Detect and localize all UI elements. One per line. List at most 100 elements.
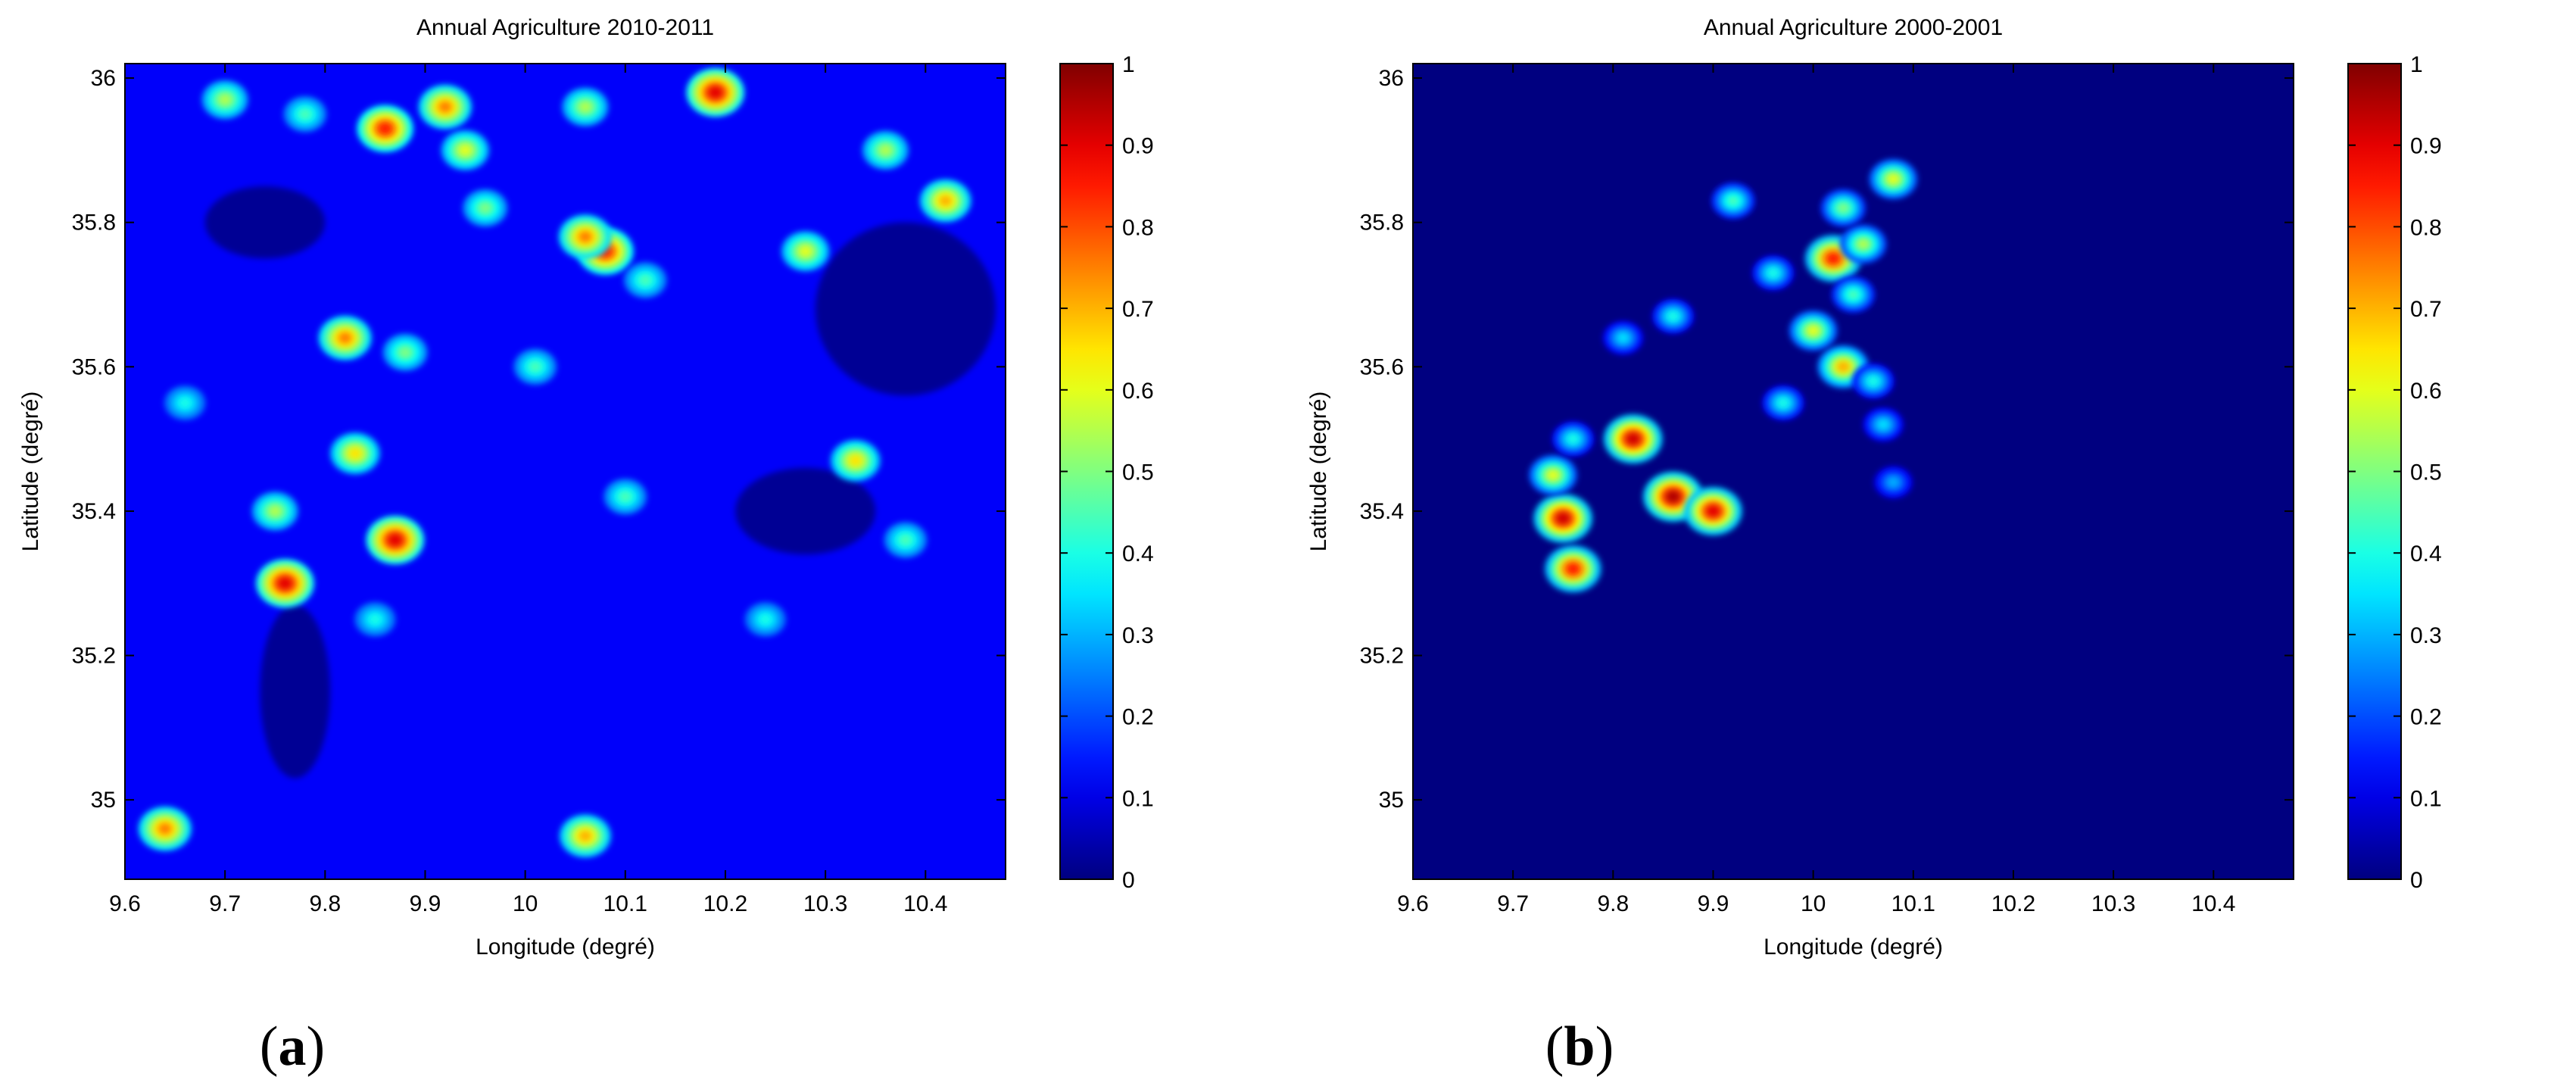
colorbar-tick-label: 0: [1122, 868, 1135, 893]
heatmap-hotspot: [1545, 545, 1601, 593]
x-tick-label: 10.4: [903, 891, 947, 916]
heatmap-hotspot: [686, 68, 745, 117]
heatmap-hotspot: [623, 262, 667, 298]
y-tick-label: 35.8: [72, 211, 116, 236]
x-tick-label: 9.7: [209, 891, 241, 916]
heatmap-hotspot: [463, 189, 508, 227]
panel-label-b: (b): [1545, 1016, 1614, 1078]
colorbar-tick-label: 0.4: [2410, 541, 2442, 566]
colorbar-tick-label: 0.3: [2410, 623, 2442, 648]
colorbar-tick-label: 0.5: [1122, 460, 1154, 485]
heatmap-hotspot: [418, 84, 472, 130]
heatmap-field: [1413, 64, 2294, 879]
x-tick-label: 9.8: [1597, 891, 1629, 916]
heatmap-hotspot: [1529, 454, 1577, 495]
colorbar: 0 0.1 0.2 0.3 0.4 0.5 0.6 0.7 0.8 0.9 1: [2347, 52, 2442, 893]
heatmap-hotspot: [884, 522, 928, 558]
colorbar-tick-label: 0.6: [2410, 379, 2442, 404]
colorbar-tick-label: 0.7: [2410, 297, 2442, 322]
x-tick-label: 9.6: [1397, 891, 1429, 916]
colorbar-gradient: [1060, 64, 1113, 879]
colorbar-tick-label: 0.2: [1122, 705, 1154, 730]
heatmap-hotspot: [1533, 494, 1593, 543]
x-tick-label: 10.1: [1891, 891, 1935, 916]
colorbar: 0 0.1 0.2 0.3 0.4 0.5 0.6 0.7 0.8 0.9 1: [1059, 52, 1154, 893]
heatmap-chart-a: Annual Agriculture 2010-2011 9.6 9.7 9.8 9.9…: [18, 15, 1154, 960]
heatmap-hotspot: [603, 479, 647, 515]
heatmap-hotspot: [562, 87, 609, 126]
colorbar-tick-label: 0.9: [2410, 134, 2442, 159]
heatmap-hotspot: [1603, 321, 1643, 355]
heatmap-hotspot: [1552, 421, 1594, 457]
heatmap-hotspot: [441, 130, 490, 170]
colorbar-tick-label: 1: [2410, 52, 2423, 77]
colorbar-tick-label: 0.8: [2410, 215, 2442, 240]
heatmap-hotspot: [251, 492, 298, 531]
x-tick-label: 10.3: [803, 891, 847, 916]
y-tick-label: 35.4: [1360, 499, 1404, 524]
heatmap-hotspot: [1684, 486, 1742, 535]
y-tick-label: 36: [91, 66, 116, 91]
heatmap-hotspot: [1874, 466, 1913, 498]
plot-frame: [124, 63, 1006, 880]
y-tick-label: 35.4: [72, 499, 116, 524]
heatmap-hotspot: [1762, 385, 1804, 420]
x-tick-label: 10.2: [703, 891, 747, 916]
heatmap-hotspot: [164, 385, 206, 420]
colorbar-tick-label: 0.1: [1122, 786, 1154, 811]
colorbar-tick-label: 0.5: [2410, 460, 2442, 485]
y-tick-label: 35.2: [72, 644, 116, 669]
heatmap-hotspot: [1752, 255, 1795, 291]
heatmap-hotspot: [382, 333, 428, 371]
heatmap-hotspot: [1652, 298, 1695, 334]
heatmap-hotspot: [919, 179, 971, 223]
x-tick-label: 9.7: [1497, 891, 1529, 916]
heatmap-hotspot: [1820, 189, 1866, 227]
plot-frame: [1412, 63, 2294, 880]
y-axis-label: Latitude (degré): [1306, 392, 1331, 552]
heatmap-hotspot: [513, 348, 557, 385]
heatmap-hotspot: [1869, 158, 1918, 200]
heatmap-hotspot: [318, 315, 372, 360]
heatmap-hotspot: [781, 231, 830, 272]
heatmap-hotspot: [1711, 183, 1755, 219]
heatmap-hotspot: [744, 602, 787, 637]
x-axis-label: Longitude (degré): [1764, 935, 1943, 960]
y-tick-label: 35.6: [72, 354, 116, 379]
colorbar-tick-label: 0: [2410, 868, 2423, 893]
colorbar-tick-label: 0.8: [1122, 215, 1154, 240]
heatmap-hotspot: [354, 602, 396, 637]
heatmap-hotspot: [1831, 276, 1876, 313]
heatmap-hotspot: [330, 432, 380, 475]
low-value-zone: [260, 604, 330, 779]
low-value-zone: [204, 186, 326, 259]
y-tick-label: 35.2: [1360, 644, 1404, 669]
x-tick-label: 10: [1801, 891, 1826, 916]
heatmap-chart-b: Annual Agriculture 2000-2001 9.6 9.7 9.8 9.9…: [1306, 15, 2442, 960]
y-tick-label: 35: [91, 788, 116, 813]
low-value-zone: [735, 467, 876, 555]
y-tick-label: 35.8: [1360, 211, 1404, 236]
heatmap-hotspot: [558, 214, 613, 259]
figure-panel-a: Annual Agriculture 2010-2011 9.6 9.7 9.8 9.9…: [18, 15, 1154, 1078]
heatmap-hotspot: [1839, 224, 1887, 264]
heatmap-hotspot: [256, 559, 314, 608]
panel-label-a: (a): [259, 1016, 326, 1078]
heatmap-hotspot: [1852, 364, 1895, 399]
x-tick-label: 10.2: [1991, 891, 2035, 916]
heatmap-hotspot: [357, 105, 413, 152]
colorbar-tick-label: 0.7: [1122, 297, 1154, 322]
y-tick-label: 35: [1379, 788, 1404, 813]
x-tick-label: 9.6: [109, 891, 141, 916]
heatmap-hotspot: [559, 814, 611, 858]
chart-title: Annual Agriculture 2010-2011: [416, 15, 714, 40]
colorbar-tick-label: 1: [1122, 52, 1135, 77]
heatmap-hotspot: [1863, 407, 1904, 442]
colorbar-tick-label: 0.3: [1122, 623, 1154, 648]
figure-panel-b: Annual Agriculture 2000-2001 9.6 9.7 9.8 9.9…: [1288, 0, 2576, 1086]
heatmap-hotspot: [1603, 414, 1663, 463]
heatmap-hotspot: [366, 516, 425, 565]
colorbar-tick-label: 0.1: [2410, 786, 2442, 811]
x-tick-label: 10.1: [603, 891, 647, 916]
x-axis-label: Longitude (degré): [476, 935, 655, 960]
